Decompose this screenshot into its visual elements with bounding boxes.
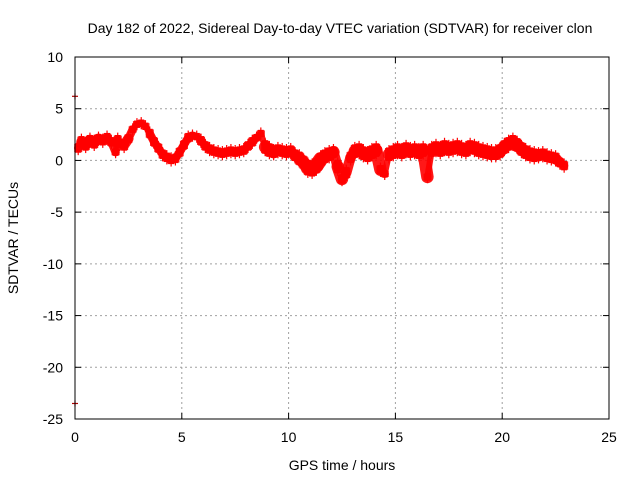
y-tick-label: -10 (43, 256, 63, 272)
chart-title: Day 182 of 2022, Sidereal Day-to-day VTE… (88, 20, 593, 36)
x-tick-label: 0 (71, 429, 79, 445)
x-axis-label: GPS time / hours (289, 457, 396, 473)
plot-frame (74, 56, 610, 420)
y-tick-label: -15 (43, 308, 63, 324)
x-tick-label: 20 (494, 429, 510, 445)
grid (75, 57, 609, 419)
x-tick-label: 10 (281, 429, 297, 445)
axis-ticks: 0 5 10 15 20 25 10 5 0 -5 -10 -15 -20 -25 (43, 49, 617, 445)
x-tick-label: 5 (178, 429, 186, 445)
y-tick-label: -5 (51, 204, 64, 220)
x-tick-label: 15 (388, 429, 404, 445)
y-tick-label: -20 (43, 359, 63, 375)
y-tick-label: 10 (47, 49, 63, 65)
y-axis-label: SDTVAR / TECUs (5, 182, 21, 294)
y-tick-label: 5 (55, 101, 63, 117)
y-tick-label: -25 (43, 411, 63, 427)
x-tick-label: 25 (601, 429, 617, 445)
data-points (72, 93, 569, 407)
data-point (560, 158, 569, 173)
y-tick-label: 0 (55, 152, 63, 168)
